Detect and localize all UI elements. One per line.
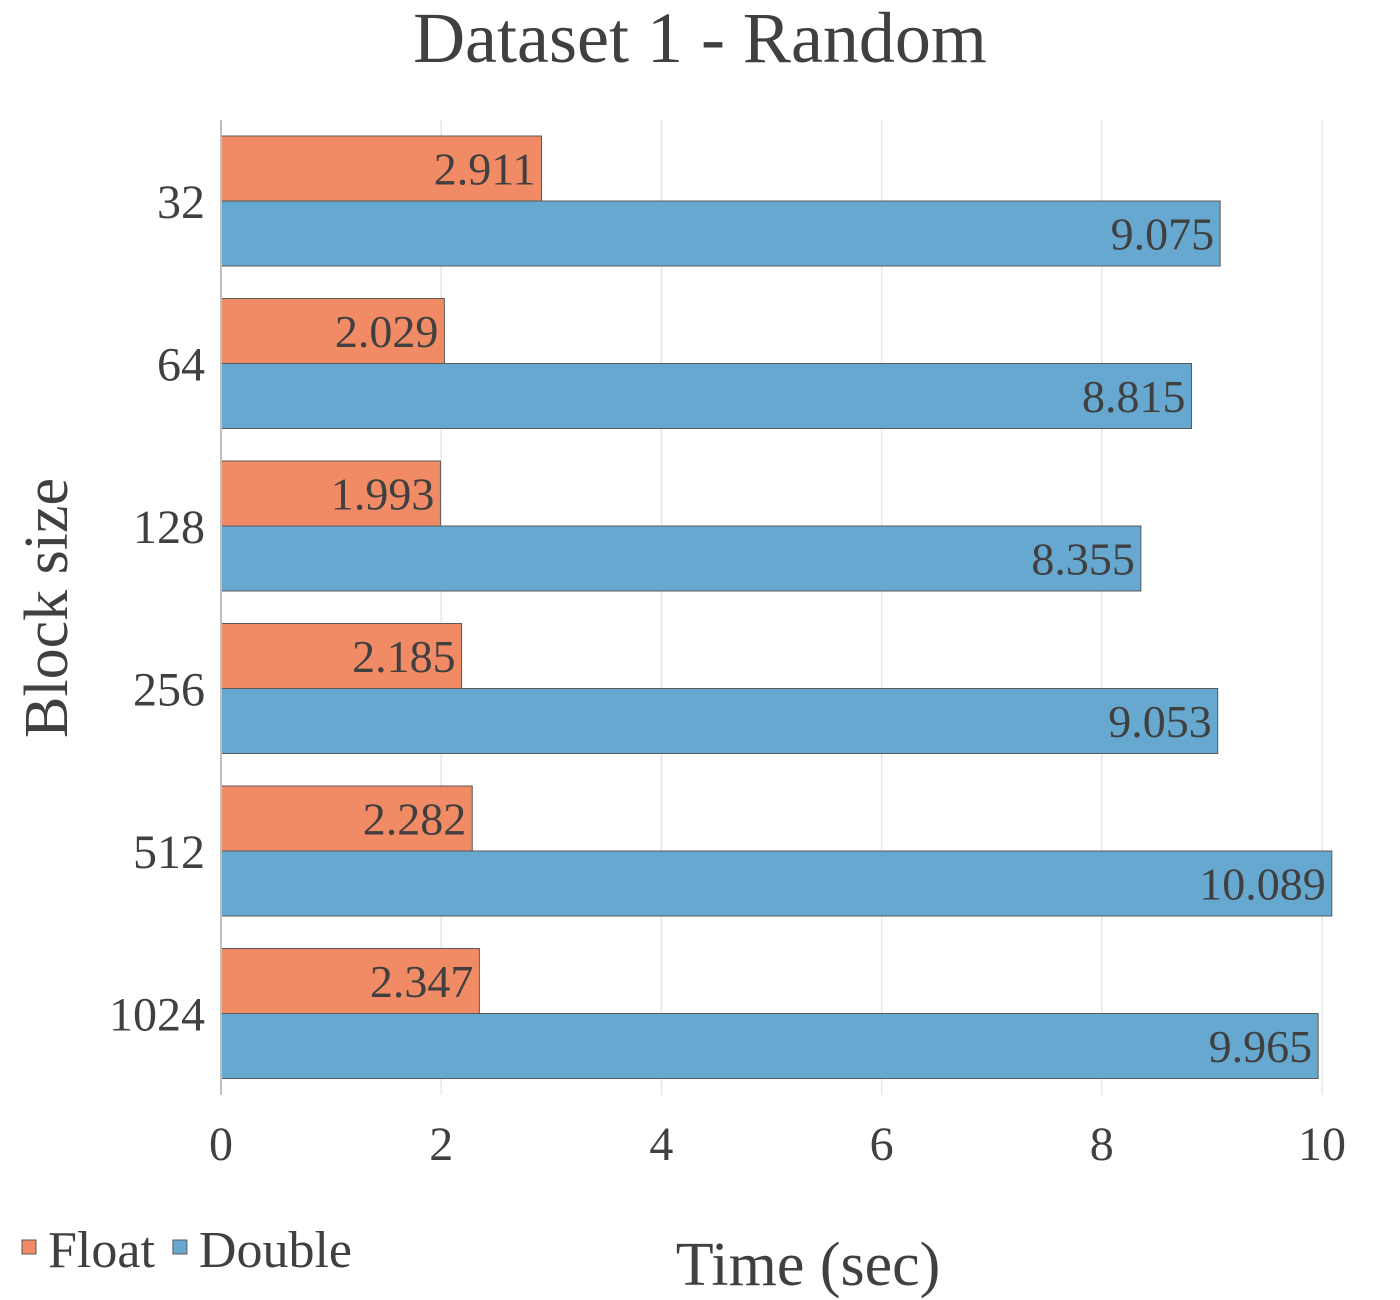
bar-double-32 <box>220 200 1221 267</box>
legend-swatch-float <box>21 1239 37 1255</box>
y-tick-label: 512 <box>133 826 205 879</box>
data-label-float-64: 2.029 <box>335 306 439 357</box>
legend-swatch-double <box>172 1239 188 1255</box>
bar-float-128 <box>220 460 441 527</box>
bar-float-512 <box>220 785 473 852</box>
legend-label-double: Double <box>199 1222 352 1279</box>
x-tick-labels: 0 2 4 6 8 10 <box>209 1118 1346 1171</box>
bar-float-256 <box>220 623 463 689</box>
legend-label-float: Float <box>48 1222 155 1279</box>
bar-double-512 <box>220 850 1333 917</box>
data-label-float-128: 1.993 <box>331 469 435 520</box>
bar-float-1024 <box>220 948 480 1014</box>
x-tick-label: 2 <box>429 1118 453 1171</box>
bar-double-64 <box>220 363 1193 429</box>
data-label-float-512: 2.282 <box>363 794 467 845</box>
data-label-float-256: 2.185 <box>352 631 456 682</box>
y-tick-label: 256 <box>133 664 205 717</box>
y-axis-title: Block size <box>13 478 81 738</box>
data-label-double-512: 10.089 <box>1199 859 1326 910</box>
bars <box>220 135 1333 1079</box>
x-tick-label: 4 <box>649 1118 673 1171</box>
y-tick-labels: 32 64 128 256 512 1024 <box>109 176 205 1042</box>
data-label-double-256: 9.053 <box>1108 696 1212 747</box>
data-labels: 2.911 9.075 2.029 8.815 1.993 8.355 2.185 9.053… <box>331 144 1326 1073</box>
data-label-double-1024: 9.965 <box>1209 1021 1313 1072</box>
y-tick-label: 128 <box>133 501 205 554</box>
bar-double-1024 <box>220 1013 1319 1079</box>
data-label-double-64: 8.815 <box>1082 371 1186 422</box>
bar-float-32 <box>220 135 543 202</box>
x-tick-label: 10 <box>1298 1118 1346 1171</box>
y-tick-label: 64 <box>157 339 205 392</box>
data-label-float-32: 2.911 <box>434 144 536 195</box>
data-label-double-32: 9.075 <box>1111 209 1215 260</box>
data-label-float-1024: 2.347 <box>370 956 474 1007</box>
bar-double-128 <box>220 525 1142 592</box>
legend: Float Double <box>21 1222 352 1279</box>
x-tick-label: 8 <box>1090 1118 1114 1171</box>
x-tick-label: 0 <box>209 1118 233 1171</box>
data-label-double-128: 8.355 <box>1031 534 1135 585</box>
y-tick-label: 1024 <box>109 989 205 1042</box>
chart-title: Dataset 1 - Random <box>413 0 987 78</box>
x-tick-label: 6 <box>870 1118 894 1171</box>
y-tick-label: 32 <box>157 176 205 229</box>
x-axis-title: Time (sec) <box>676 1231 941 1299</box>
bar-double-256 <box>220 688 1219 754</box>
grid <box>440 120 1323 1095</box>
